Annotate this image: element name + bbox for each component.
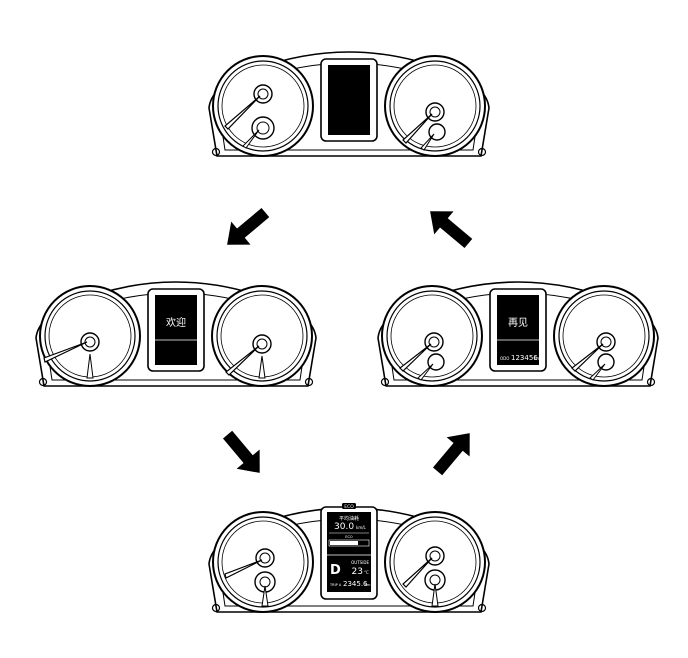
arrow-bottom-to-right [418, 418, 488, 488]
eco-bar [328, 539, 370, 547]
center-screen: 欢迎 [147, 288, 205, 372]
arrow-left-to-bottom [208, 418, 278, 488]
avg-fuel-label: 平均油耗 [339, 515, 359, 522]
cluster-top-drawing [208, 51, 490, 157]
cluster-top [203, 38, 495, 162]
center-screen: ECO 平均油耗 30.0 km/L ECO D OUTSIDE 23 °C T… [320, 503, 378, 600]
left-gauge [381, 285, 483, 387]
odo-unit: km [534, 356, 540, 361]
arrow-down-left-icon [227, 207, 270, 245]
cluster-left-drawing: 欢迎 [35, 281, 317, 387]
left-gauge [212, 55, 314, 157]
cluster-left: 欢迎 [30, 268, 322, 392]
right-gauge [211, 285, 313, 387]
welcome-message: 欢迎 [166, 316, 186, 329]
arrow-right-to-top [415, 193, 485, 263]
cluster-bottom-drawing: ECO 平均油耗 30.0 km/L ECO D OUTSIDE 23 °C T… [208, 503, 490, 613]
gear-indicator: D [330, 563, 341, 578]
trip-value: 2345.6 [343, 580, 368, 588]
trip-label: TRIP A [329, 583, 342, 587]
trip-unit: km [365, 583, 371, 587]
eco-badge [342, 503, 356, 509]
right-gauge [553, 285, 655, 387]
arrow-down-right-icon [222, 430, 260, 473]
eco-bar-label: ECO [345, 535, 353, 539]
outside-temp: 23 [352, 567, 363, 577]
odo-label: ODO [500, 356, 509, 361]
center-screen [320, 58, 378, 142]
cluster-right: 再见 ODO 123456 km [372, 268, 664, 392]
eco-bar-fill [330, 541, 358, 545]
left-gauge [39, 285, 141, 387]
arrow-top-to-left [212, 193, 282, 263]
left-gauge [212, 511, 314, 613]
arrow-up-right-icon [432, 433, 470, 476]
right-gauge [384, 55, 486, 157]
outside-label: OUTSIDE [351, 560, 369, 565]
odo-value: 123456 [511, 354, 538, 362]
avg-fuel-unit: km/L [356, 525, 367, 530]
eco-badge-label: ECO [344, 504, 354, 510]
center-screen: 再见 ODO 123456 km [489, 288, 547, 372]
goodbye-message: 再见 [508, 317, 528, 329]
arrow-up-left-icon [430, 211, 473, 249]
cluster-bottom: ECO 平均油耗 30.0 km/L ECO D OUTSIDE 23 °C T… [203, 494, 495, 618]
cluster-right-drawing: 再见 ODO 123456 km [377, 281, 659, 387]
outside-temp-unit: °C [364, 570, 369, 575]
right-gauge [384, 511, 486, 613]
avg-fuel-value: 30.0 [334, 522, 354, 532]
